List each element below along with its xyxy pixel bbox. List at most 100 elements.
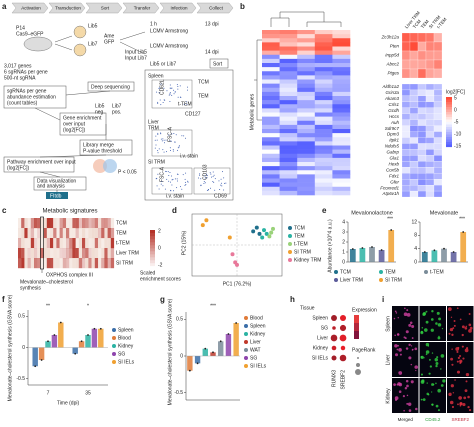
legend-swatch [244,356,248,360]
colorbar [150,242,155,246]
legend-swatch [244,340,248,344]
colorbar [446,102,452,105]
heatmap-cell [262,120,280,126]
signal [403,312,408,317]
y-tick-label: 8 [414,233,417,239]
heatmap-cell [425,149,435,156]
point [80,340,83,343]
heatmap-cell [401,41,411,52]
heatmap-cell [314,112,333,117]
signal [406,309,409,312]
panel-group [151,79,231,195]
heatmap-cell [43,248,47,259]
heatmap-cell [417,89,427,96]
heatmap-cell [27,218,31,229]
heatmap-cell [107,218,111,229]
heatmap-cell [417,149,427,156]
y-tick-label: 0.5 [18,314,25,320]
label: Sort [213,61,223,67]
signal [403,336,406,339]
heatmap-cell [279,91,298,97]
point [361,247,364,249]
heatmap-cell [59,238,63,249]
heatmap-cell [72,258,76,269]
heatmap-cell [46,228,51,239]
heatmap-cell [425,83,435,91]
colorbar [446,124,452,128]
heatmap-cell [332,120,351,126]
heatmap-cell [62,218,67,229]
legend-label: t-TEM [430,269,444,275]
facs-event [163,139,165,141]
heatmap-cell [279,137,298,142]
heatmap-cell [24,238,28,249]
signal [431,352,434,354]
heatmap-cell [40,238,44,249]
facs-event [175,91,177,93]
heatmap-cell [425,107,435,114]
legend-swatch [288,234,292,238]
heatmap-cell [417,125,427,132]
row-label: Kidney [385,388,391,404]
axis [27,310,108,386]
legend-swatch [112,352,116,356]
heatmap-cell [433,83,443,91]
heatmap-cell [40,218,44,229]
legend-label: WAT [250,347,261,353]
signal [430,318,434,321]
heatmap-cell [46,258,51,269]
facs-event [184,181,186,183]
signal [427,345,430,347]
micrograph [392,342,419,377]
point [260,235,265,240]
heatmap-cell [69,218,73,229]
signal [462,402,466,407]
facs-event [176,149,178,151]
heatmap-cell [433,41,443,52]
heatmap-cell [110,218,115,229]
row-label: Liver [385,354,391,365]
heatmap-cell [88,248,92,259]
heatmap-cell [107,238,111,249]
heatmap-cell [425,41,435,52]
signal [463,396,467,400]
row-label: t-TEM [116,240,130,246]
heatmap-cell [314,104,333,109]
dot [339,314,347,322]
heatmap-cell [409,185,419,192]
signal [468,313,471,315]
facs-event [162,149,164,151]
heatmap-cell [332,170,351,175]
heatmap-cell [314,54,333,60]
facs-event [156,139,158,141]
colorbar [446,119,452,123]
facs-event [165,171,167,173]
row-label: Kidney [313,345,329,351]
step-label: Transfer [134,6,151,11]
label: LCMV Armstrong [150,43,188,49]
point [423,251,426,253]
heatmap-cell [401,185,411,192]
bar [51,335,58,348]
signal [393,317,396,320]
facs-event [181,135,183,137]
heatmap-cell [297,141,316,146]
heatmap-cell [62,248,67,259]
label: CD127 [185,111,201,117]
heatmap-cell [401,113,411,120]
legend-label: TCM [340,269,351,275]
heatmap-cell [101,218,105,229]
size-key [355,369,361,375]
facs-event [203,175,205,177]
signal [408,409,412,412]
legend-swatch [379,278,383,282]
heatmap-cell [433,50,443,61]
signal [457,403,459,406]
heatmap-cell [262,30,280,35]
facs-event [158,148,160,150]
heatmap-cell [433,167,443,174]
facs-event [185,172,187,174]
row-label: Liver [317,335,328,341]
colorbar [354,331,359,339]
panel-letter: e [322,206,327,215]
